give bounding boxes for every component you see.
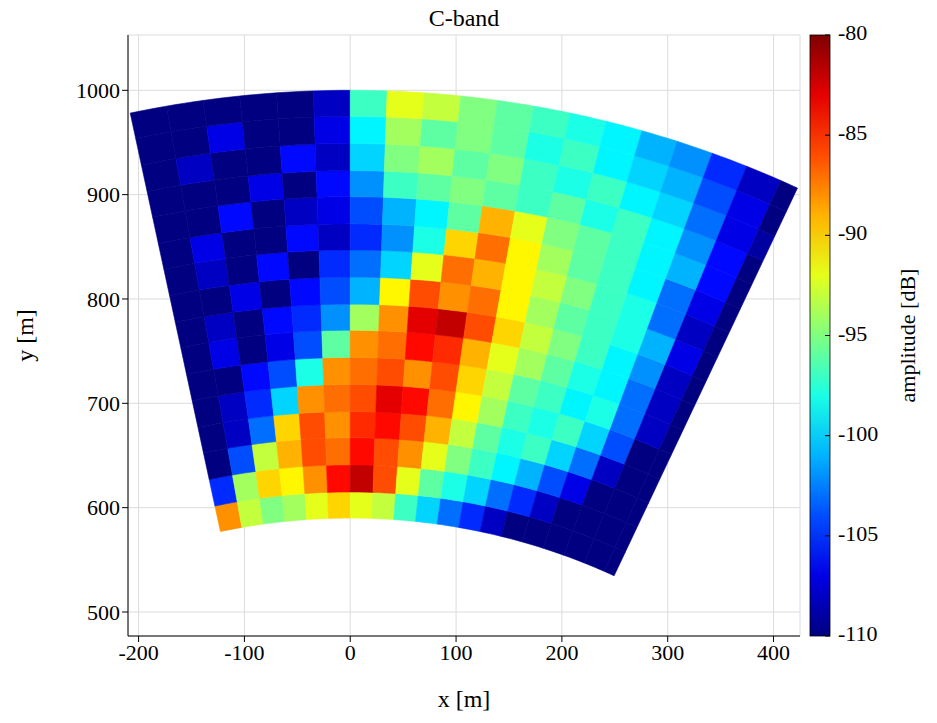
svg-text:300: 300 xyxy=(651,640,684,665)
html-text:C-band: C-band xyxy=(428,5,500,31)
svg-text:-95: -95 xyxy=(838,321,867,346)
svg-text:-90: -90 xyxy=(838,220,867,245)
svg-text:1000: 1000 xyxy=(76,78,120,103)
svg-text:-80: -80 xyxy=(838,20,867,45)
svg-text:0: 0 xyxy=(345,640,356,665)
svg-text:900: 900 xyxy=(87,182,120,207)
svg-text:600: 600 xyxy=(87,495,120,520)
svg-text:500: 500 xyxy=(87,600,120,625)
svg-text:-110: -110 xyxy=(838,621,878,646)
svg-text:200: 200 xyxy=(545,640,578,665)
svg-text:y [m]: y [m] xyxy=(12,309,38,362)
svg-text:-100: -100 xyxy=(838,421,878,446)
svg-text:-200: -200 xyxy=(118,640,158,665)
svg-text:100: 100 xyxy=(440,640,473,665)
svg-text:-100: -100 xyxy=(224,640,264,665)
svg-text:x [m]: x [m] xyxy=(438,686,491,712)
svg-text:700: 700 xyxy=(87,391,120,416)
svg-text:-85: -85 xyxy=(838,120,867,145)
svg-text:800: 800 xyxy=(87,287,120,312)
svg-text:400: 400 xyxy=(757,640,790,665)
svg-text:-105: -105 xyxy=(838,521,878,546)
svg-text:amplitude [dB]: amplitude [dB] xyxy=(895,269,920,403)
